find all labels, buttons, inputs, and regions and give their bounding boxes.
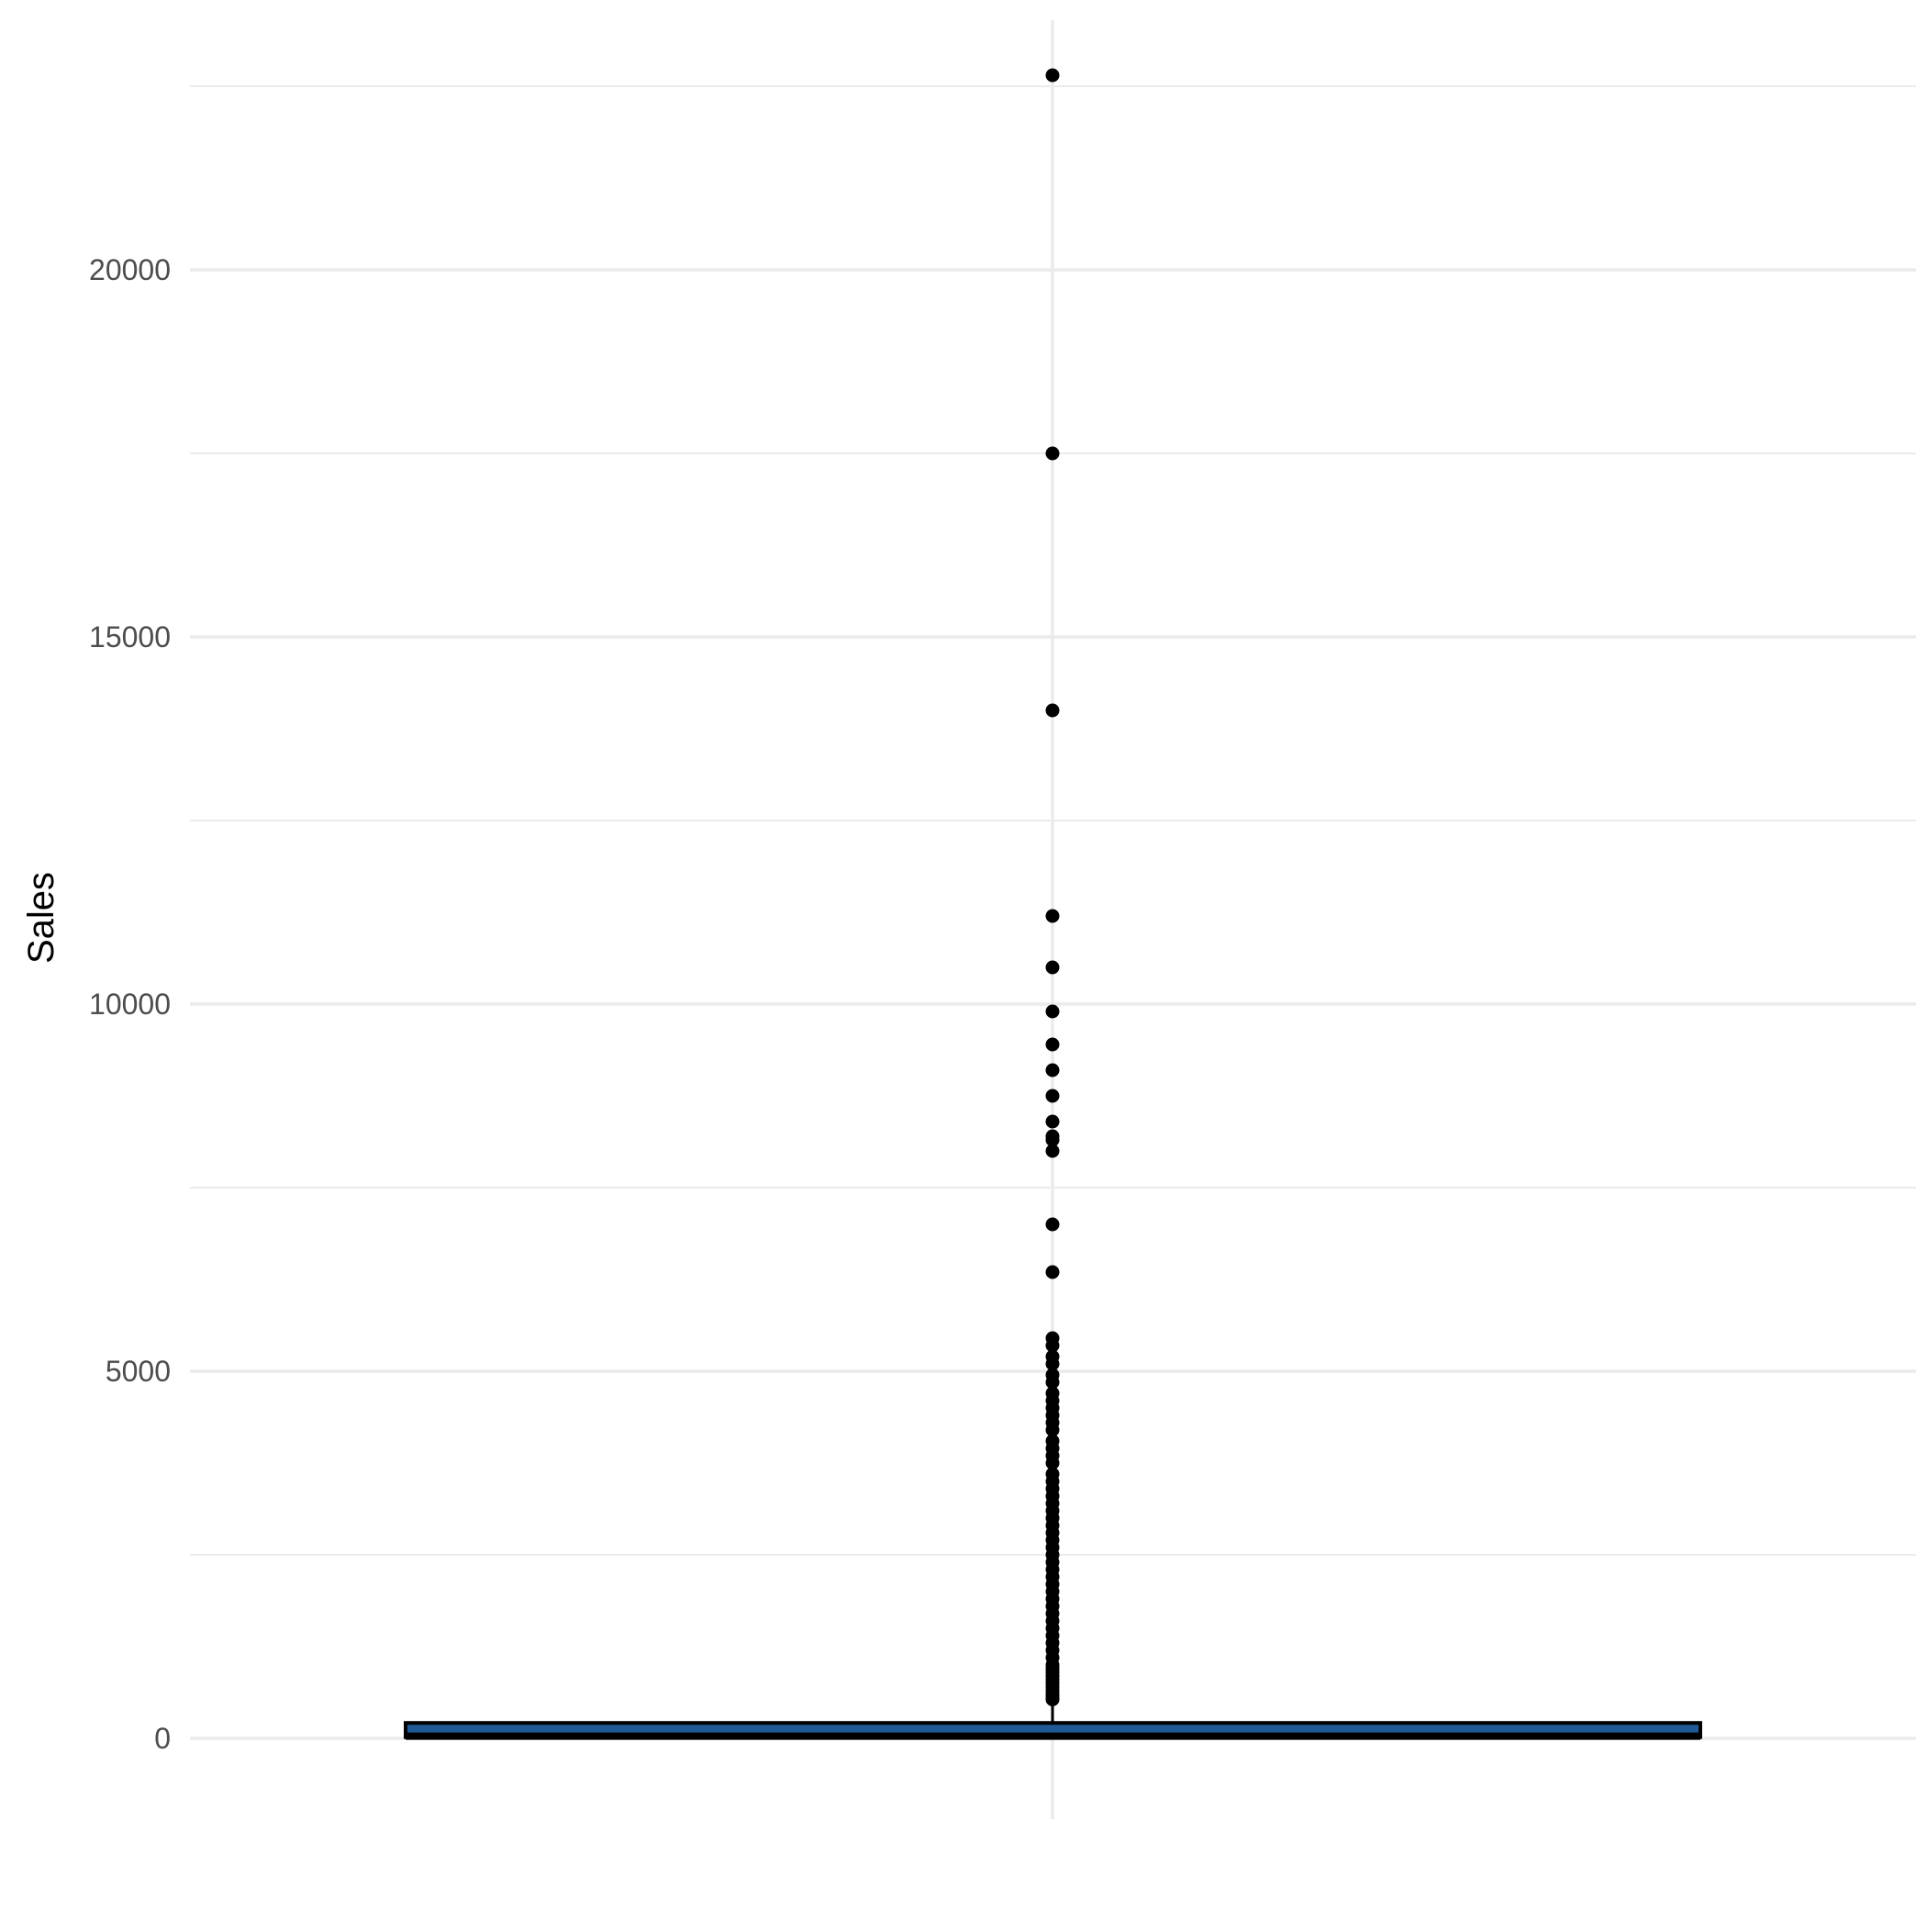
outlier-point (1045, 1217, 1060, 1232)
outlier-point (1045, 1423, 1060, 1437)
outlier-point (1045, 1037, 1060, 1052)
outlier-point (1045, 1456, 1060, 1470)
outlier-point (1045, 1144, 1060, 1158)
y-tick-label: 0 (154, 1722, 171, 1755)
y-axis-title: Sales (21, 872, 61, 964)
outlier-point (1045, 1338, 1060, 1353)
outlier-point (1045, 68, 1060, 83)
outlier-point (1045, 1692, 1060, 1707)
y-tick-label: 10000 (89, 988, 171, 1021)
y-tick-label: 5000 (106, 1355, 171, 1388)
outlier-point (1045, 1357, 1060, 1371)
outlier-point (1045, 1133, 1060, 1147)
y-tick-label: 15000 (89, 620, 171, 653)
outlier-point (1045, 446, 1060, 461)
outlier-point (1045, 909, 1060, 923)
outlier-point (1045, 1004, 1060, 1019)
y-tick-label: 20000 (89, 253, 171, 286)
outlier-points (1045, 68, 1060, 1707)
outlier-point (1045, 703, 1060, 718)
outlier-point (1045, 960, 1060, 975)
outlier-point (1045, 1114, 1060, 1129)
outlier-point (1045, 1375, 1060, 1390)
outlier-point (1045, 1089, 1060, 1103)
outlier-point (1045, 1265, 1060, 1279)
outlier-point (1045, 1063, 1060, 1078)
y-tick-labels: 0 5000 10000 15000 20000 (89, 253, 171, 1755)
box-layer (404, 1702, 1702, 1740)
